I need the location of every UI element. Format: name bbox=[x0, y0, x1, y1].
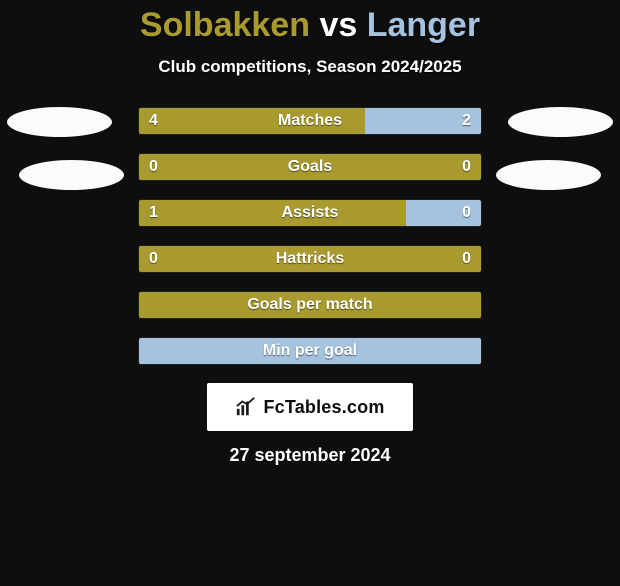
bar-segment-player1 bbox=[139, 292, 481, 318]
avatar-placeholder-left-2 bbox=[19, 160, 124, 190]
subtitle: Club competitions, Season 2024/2025 bbox=[0, 57, 620, 77]
player1-name: Solbakken bbox=[140, 6, 310, 44]
avatar-placeholder-right-2 bbox=[496, 160, 601, 190]
stat-row: 42Matches bbox=[138, 107, 482, 135]
vs-text: vs bbox=[319, 6, 357, 44]
chart-icon bbox=[235, 396, 257, 418]
bar-segment-player1 bbox=[139, 108, 365, 134]
page-title: Solbakken vs Langer bbox=[0, 6, 620, 45]
bar-segment-player2 bbox=[139, 338, 481, 364]
player2-name: Langer bbox=[367, 6, 480, 44]
logo-text: FcTables.com bbox=[263, 397, 384, 418]
avatar-placeholder-right-1 bbox=[508, 107, 613, 137]
stat-row: 10Assists bbox=[138, 199, 482, 227]
bar-segment-player1 bbox=[139, 246, 481, 272]
stat-row: Goals per match bbox=[138, 291, 482, 319]
date-line: 27 september 2024 bbox=[0, 445, 620, 466]
stat-row: 00Goals bbox=[138, 153, 482, 181]
bar-segment-player2 bbox=[365, 108, 481, 134]
stat-row: 00Hattricks bbox=[138, 245, 482, 273]
logo-box: FcTables.com bbox=[207, 383, 413, 431]
bar-segment-player1 bbox=[139, 200, 406, 226]
bar-segment-player2 bbox=[406, 200, 481, 226]
comparison-chart: 42Matches 00Goals 10Assists 00Hattricks Goal… bbox=[0, 107, 620, 365]
bar-segment-player1 bbox=[139, 154, 481, 180]
stat-row: Min per goal bbox=[138, 337, 482, 365]
avatar-placeholder-left-1 bbox=[7, 107, 112, 137]
bars-container: 42Matches 00Goals 10Assists 00Hattricks Goal… bbox=[138, 107, 482, 365]
